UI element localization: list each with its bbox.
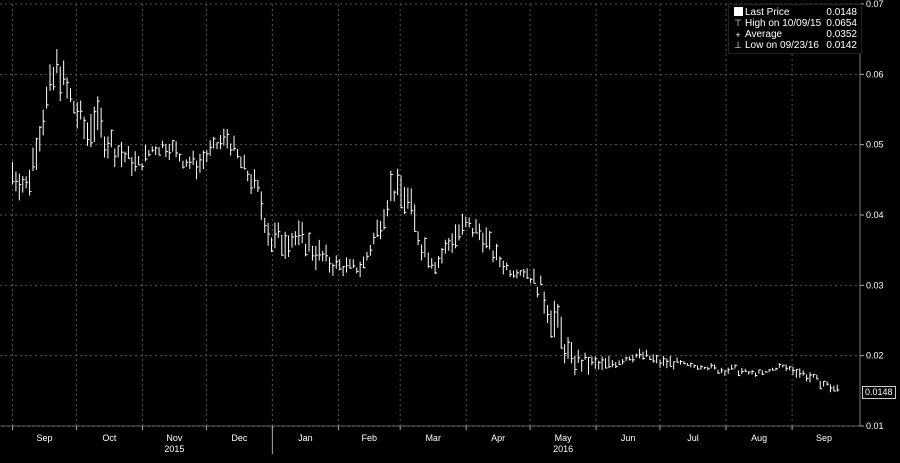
x-axis-ticks: Sep Oct Nov Dec Jan Feb Mar Apr May Jun Jul Aug Sep 2…: [12, 426, 832, 454]
x-tick-label: Mar: [425, 433, 441, 443]
x-tick-label: Apr: [491, 433, 505, 443]
square-icon: [733, 7, 743, 18]
legend-item-average: + Average 0.0352: [733, 29, 857, 40]
x-tick-label: Sep: [816, 433, 832, 443]
legend-item-high: ⊤ High on 10/09/15 0.0654: [733, 18, 857, 29]
y-tick-label: 0.02: [866, 351, 884, 361]
x-tick-label: Jul: [687, 433, 699, 443]
legend-value: 0.0142: [826, 40, 857, 51]
legend: Last Price 0.0148 ⊤ High on 10/09/15 0.0…: [728, 4, 862, 54]
x-tick-label: Jun: [621, 433, 636, 443]
legend-value: 0.0148: [826, 7, 857, 18]
y-tick-label: 0.06: [866, 69, 884, 79]
x-tick-label: May: [555, 433, 573, 443]
x-tick-label: Sep: [36, 433, 52, 443]
last-price-badge: 0.0148: [862, 386, 896, 400]
y-tick-label: 0.05: [866, 140, 884, 150]
x-tick-label: Feb: [362, 433, 378, 443]
year-label: 2016: [553, 444, 573, 454]
legend-value: 0.0352: [826, 29, 857, 40]
y-axis-ticks: 0.07 0.06 0.05 0.04 0.03 0.02 0.01: [860, 0, 884, 431]
legend-label: Low on 09/23/16: [745, 40, 819, 51]
legend-label: Last Price: [745, 7, 790, 18]
high-marker-icon: ⊤: [734, 18, 742, 28]
x-tick-label: Dec: [231, 433, 248, 443]
legend-label: Average: [745, 29, 783, 40]
average-marker-icon: +: [735, 29, 741, 40]
x-tick-label: Aug: [751, 433, 767, 443]
legend-item-low: ⊥ Low on 09/23/16 0.0142: [733, 40, 857, 51]
grid-lines: [0, 3, 861, 427]
y-tick-label: 0.07: [866, 0, 884, 9]
legend-item-last-price: Last Price 0.0148: [733, 7, 857, 18]
low-marker-icon: ⊥: [734, 40, 742, 50]
y-tick-label: 0.04: [866, 210, 884, 220]
legend-value: 0.0654: [826, 18, 857, 29]
y-tick-label: 0.03: [866, 280, 884, 290]
year-label: 2015: [164, 444, 184, 454]
x-tick-label: Oct: [102, 433, 117, 443]
legend-label: High on 10/09/15: [745, 18, 822, 29]
x-tick-label: Nov: [166, 433, 183, 443]
y-tick-label: 0.01: [866, 421, 884, 431]
x-tick-label: Jan: [298, 433, 313, 443]
price-bars: [12, 49, 840, 393]
